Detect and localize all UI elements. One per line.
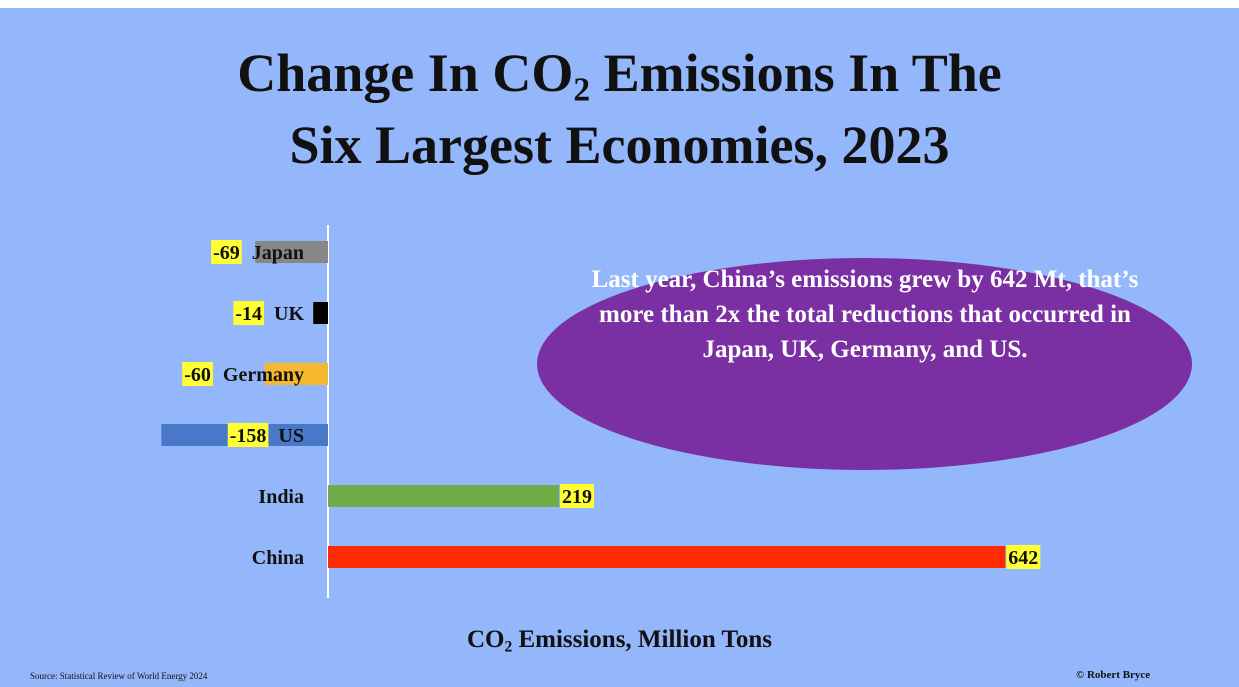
value-highlight-japan	[211, 240, 242, 264]
value-highlight-china	[1006, 545, 1041, 569]
x-axis-label: CO2 Emissions, Million Tons	[0, 626, 1239, 656]
value-highlight-germany	[182, 362, 213, 386]
value-highlight-us	[227, 423, 269, 447]
xlabel-prefix: CO	[466, 626, 505, 653]
category-label-uk: UK	[274, 303, 304, 325]
title-suffix: Emissions In The	[590, 43, 1002, 103]
category-label-japan: Japan	[252, 242, 304, 264]
bar-uk	[313, 302, 328, 324]
value-label-uk: -14	[235, 303, 262, 325]
credit-note: © Robert Bryce	[1076, 669, 1151, 681]
xlabel-subscript: 2	[504, 638, 513, 656]
chart-title-line-1: Change In CO2 Emissions In The	[0, 43, 1239, 107]
title-subscript: 2	[573, 71, 591, 109]
bar-germany	[264, 363, 328, 385]
annotation-ellipse	[537, 258, 1192, 470]
value-label-india: 219	[562, 486, 592, 508]
value-label-china: 642	[1008, 547, 1038, 569]
value-label-japan: -69	[213, 242, 240, 264]
value-highlight-uk	[233, 301, 264, 325]
chart-title-line-2: Six Largest Economies, 2023	[289, 115, 950, 175]
category-label-china: China	[252, 547, 304, 569]
xlabel-suffix: Emissions, Million Tons	[512, 626, 773, 653]
category-label-germany: Germany	[223, 364, 304, 386]
value-label-germany: -60	[184, 364, 211, 386]
value-highlight-india	[560, 484, 595, 508]
bar-japan	[255, 241, 328, 263]
source-note: Source: Statistical Review of World Ener…	[30, 671, 208, 681]
title-prefix: Change In CO	[237, 43, 574, 103]
annotation-text: Last year, China’s emissions grew by 642…	[591, 266, 1139, 363]
value-label-us: -158	[230, 425, 267, 447]
category-label-us: US	[278, 425, 304, 447]
category-label-india: India	[258, 486, 304, 508]
bar-india	[328, 485, 560, 507]
bar-china	[328, 546, 1006, 568]
